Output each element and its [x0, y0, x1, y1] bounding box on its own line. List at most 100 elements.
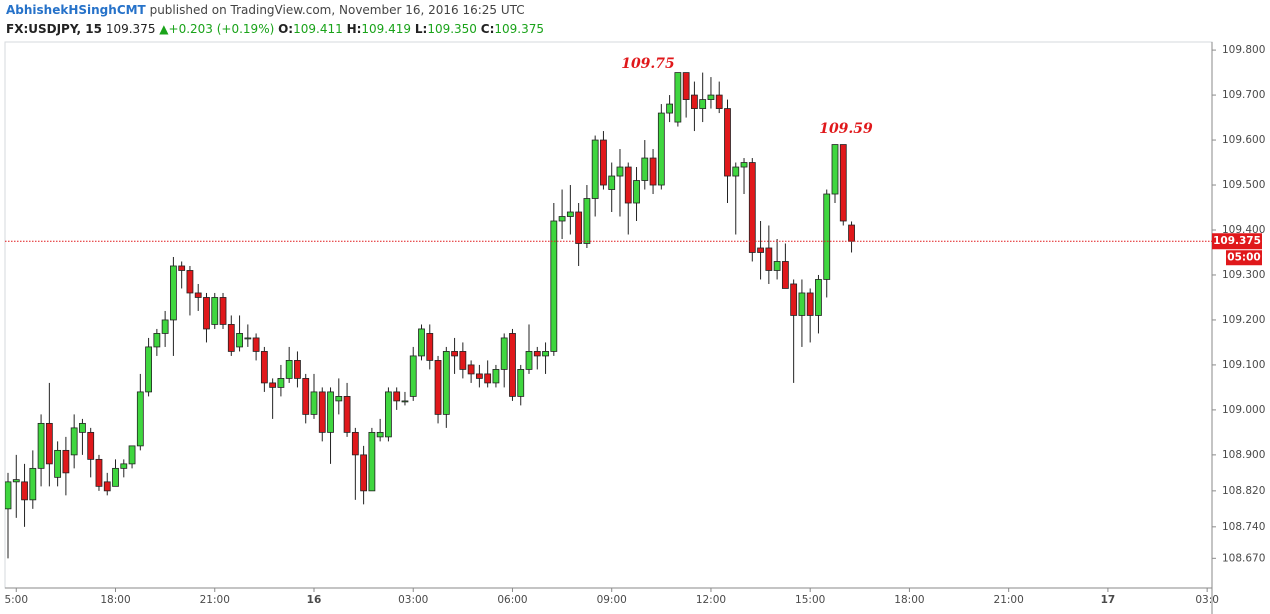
annotation: 109.59	[819, 121, 873, 137]
x-tick-label: 21:00	[200, 594, 230, 606]
price-label: 109.375	[1213, 235, 1261, 247]
candle-body	[748, 162, 756, 253]
candle-body	[203, 297, 210, 330]
candle-body	[136, 391, 144, 447]
candle-body	[70, 427, 78, 456]
x-tick-label: 18:00	[100, 594, 130, 606]
candle-body	[699, 99, 707, 109]
candle-body	[674, 72, 682, 123]
candle-body	[533, 351, 541, 357]
candle-body	[649, 157, 657, 186]
candle-body	[252, 337, 260, 352]
candle-body	[517, 369, 525, 397]
candle-body	[666, 103, 673, 114]
candle-body	[194, 292, 202, 298]
y-tick-label: 109.700	[1222, 89, 1265, 101]
candle-body	[500, 337, 508, 370]
candle-body	[657, 112, 665, 186]
candle-body	[37, 422, 45, 469]
candle-body	[351, 431, 359, 456]
x-tick-label: 03:00	[398, 594, 428, 606]
candle-body	[285, 360, 293, 379]
candle-body	[798, 292, 806, 316]
candle-body	[161, 319, 169, 334]
candle-body	[682, 72, 690, 100]
candle-body	[335, 396, 343, 402]
up-arrow: ▲	[159, 22, 169, 36]
y-tick-label: 108.820	[1222, 485, 1265, 497]
candle-body	[558, 216, 566, 222]
candle-body	[227, 324, 235, 352]
ohlc-value: 109.419	[361, 22, 412, 36]
candle-body	[269, 382, 277, 388]
candle-body	[707, 94, 715, 100]
ohlc-label: H:	[346, 22, 362, 36]
candle-body	[169, 265, 177, 321]
x-tick-label: 03:0	[1195, 594, 1219, 606]
candle-body	[393, 391, 401, 402]
candle-body	[451, 351, 458, 357]
x-tick-label: 18:00	[894, 594, 924, 606]
candle-body	[29, 467, 37, 501]
last-price: 109.375	[105, 22, 156, 36]
candle-body	[385, 391, 392, 438]
candle-body	[95, 458, 103, 487]
candle-body	[368, 431, 376, 492]
x-tick-label: 5:00	[4, 594, 28, 606]
candle-body	[12, 479, 20, 483]
symbol: FX:USDJPY, 15	[6, 22, 102, 36]
ohlc-label: O:	[278, 22, 294, 36]
y-tick-label: 109.600	[1222, 134, 1265, 146]
candle-body	[781, 261, 789, 289]
candle-body	[715, 94, 723, 109]
candle-body	[641, 157, 649, 181]
candle-body	[823, 193, 831, 280]
y-tick-label: 109.300	[1222, 269, 1265, 281]
candle-body	[608, 175, 616, 190]
ohlc-value: 109.411	[293, 22, 343, 36]
candle-body	[260, 351, 268, 384]
candle-body	[219, 297, 227, 325]
candle-body	[732, 166, 740, 177]
candle-body	[591, 139, 599, 199]
candle-body	[145, 346, 152, 393]
candle-body	[186, 270, 194, 294]
candle-body	[475, 373, 483, 379]
y-tick-label: 108.900	[1222, 449, 1265, 461]
candle-body	[153, 333, 161, 348]
candle-body	[740, 162, 748, 168]
candle-body	[624, 166, 632, 204]
candle-body	[815, 279, 822, 316]
candle-body	[806, 292, 814, 316]
x-tick-label: 17	[1101, 594, 1116, 606]
candle-body	[765, 247, 773, 271]
x-tick-label: 21:00	[994, 594, 1024, 606]
candle-body	[178, 265, 186, 271]
candle-body	[318, 391, 326, 433]
candle-body	[442, 351, 450, 415]
x-tick-label: 09:00	[597, 594, 627, 606]
candle-body	[509, 333, 516, 397]
y-tick-label: 109.800	[1222, 44, 1265, 56]
candle-body	[790, 283, 798, 316]
candle-body	[87, 431, 95, 460]
y-tick-label: 109.400	[1222, 224, 1265, 236]
candle-body	[294, 360, 301, 379]
ohlc-label: L:	[414, 22, 428, 36]
publish-line: AbhishekHSinghCMT published on TradingVi…	[6, 3, 525, 17]
author: AbhishekHSinghCMT	[6, 3, 146, 17]
candle-body	[459, 351, 467, 370]
candle-body	[5, 481, 12, 510]
plot-pane	[4, 41, 1213, 589]
candle-body	[244, 337, 252, 340]
candle-body	[724, 108, 731, 177]
candle-body	[310, 391, 318, 415]
price-label-box	[1212, 233, 1262, 250]
countdown: 05:00	[1227, 252, 1260, 264]
candle-body	[773, 261, 781, 271]
y-tick-label: 109.200	[1222, 314, 1265, 326]
candle-body	[54, 449, 62, 478]
axes: 108.670 108.740 108.820 108.900 109.000 109.1…	[4, 44, 1265, 606]
